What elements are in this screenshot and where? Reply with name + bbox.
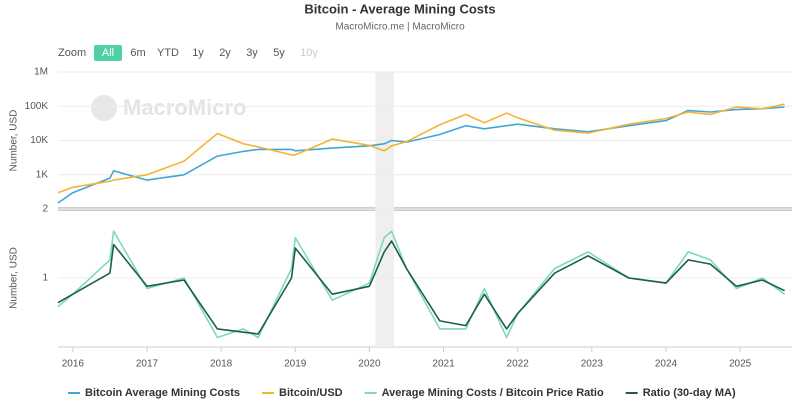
chart-title: Bitcoin - Average Mining Costs (304, 1, 495, 16)
x-tick-label: 2020 (358, 359, 381, 370)
y-tick-label: 100K (25, 101, 49, 112)
series-line (57, 106, 785, 204)
watermark: MacroMicro (91, 95, 246, 121)
zoom-option[interactable]: 6m (130, 47, 145, 59)
zoom-button[interactable]: 10y (300, 47, 318, 59)
watermark-logo (91, 95, 117, 121)
zoom-option[interactable]: YTD (157, 47, 179, 59)
chart-subtitle: MacroMicro.me | MacroMicro (335, 22, 465, 33)
y-tick-label: 1M (34, 67, 48, 78)
y-axis-label: Number, USD (9, 247, 20, 309)
zoom-option[interactable]: 1y (192, 47, 204, 59)
legend-label: Bitcoin/USD (279, 387, 343, 399)
series-line (57, 103, 785, 194)
x-tick-label: 2025 (729, 359, 752, 370)
x-tick-label: 2019 (284, 359, 307, 370)
zoom-button-bg (94, 45, 122, 61)
y-tick-label: 2 (42, 204, 48, 215)
zoom-button[interactable]: 1y (192, 47, 204, 59)
series-line (57, 240, 785, 335)
y-tick-label: 1 (42, 273, 48, 284)
zoom-option[interactable]: All (102, 47, 114, 59)
legend-label: Average Mining Costs / Bitcoin Price Rat… (382, 387, 604, 399)
y-axis-label: Number, USD (9, 110, 20, 172)
x-tick-label: 2021 (432, 359, 455, 370)
y-tick-label: 1K (36, 169, 49, 180)
zoom-button[interactable]: 2y (219, 47, 231, 59)
zoom-option[interactable]: 5y (273, 47, 285, 59)
zoom-option[interactable]: 2y (219, 47, 231, 59)
series-line (57, 230, 786, 339)
zoom-button[interactable]: 6m (130, 47, 145, 59)
y-tick-label: 10K (30, 135, 48, 146)
x-tick-label: 2024 (655, 359, 678, 370)
x-tick-label: 2017 (136, 359, 159, 370)
zoom-button[interactable]: YTD (157, 47, 179, 59)
x-tick-label: 2022 (507, 359, 530, 370)
x-tick-label: 2023 (581, 359, 604, 370)
zoom-button[interactable]: 5y (273, 47, 285, 59)
zoom-label: Zoom (58, 47, 86, 59)
zoom-option[interactable]: 3y (246, 47, 258, 59)
legend-label: Ratio (30-day MA) (643, 387, 736, 399)
x-tick-label: 2018 (210, 359, 233, 370)
zoom-button[interactable]: All (94, 45, 122, 61)
zoom-button[interactable]: 3y (246, 47, 258, 59)
legend-label: Bitcoin Average Mining Costs (85, 387, 240, 399)
watermark-text: MacroMicro (123, 95, 246, 120)
zoom-option[interactable]: 10y (300, 47, 318, 59)
x-tick-label: 2016 (62, 359, 85, 370)
